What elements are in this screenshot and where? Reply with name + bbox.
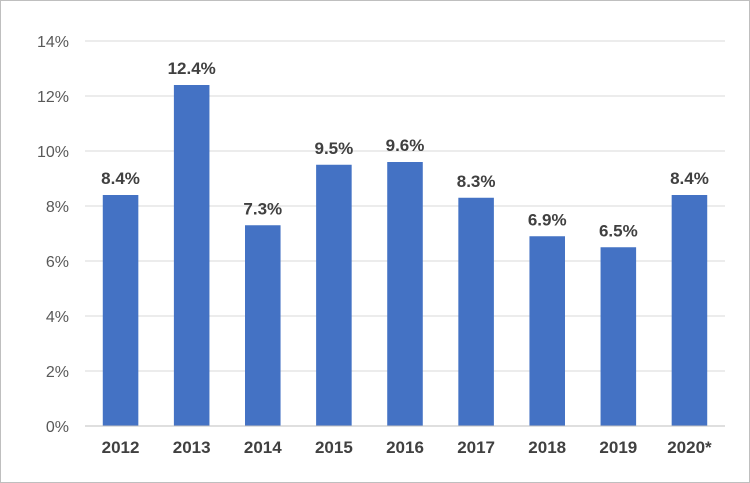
x-tick-label: 2012 bbox=[102, 438, 140, 457]
x-axis-ticks: 2012 2013 2014 2015 2016 2017 2018 2019 2020* bbox=[102, 438, 712, 457]
x-tick-label: 2018 bbox=[528, 438, 566, 457]
y-tick-label: 12% bbox=[37, 89, 69, 106]
bar bbox=[671, 195, 708, 426]
data-label: 8.3% bbox=[457, 172, 496, 191]
data-label: 12.4% bbox=[168, 59, 216, 78]
bar bbox=[529, 236, 565, 426]
y-tick-label: 8% bbox=[46, 199, 69, 216]
bar bbox=[173, 85, 210, 426]
x-tick-label: 2016 bbox=[386, 438, 424, 457]
x-tick-label: 2014 bbox=[244, 438, 282, 457]
bar bbox=[600, 247, 637, 426]
bar bbox=[102, 195, 139, 426]
data-label: 8.4% bbox=[101, 169, 140, 188]
x-tick-label: 2013 bbox=[173, 438, 211, 457]
y-tick-label: 0% bbox=[46, 419, 69, 436]
data-label: 9.5% bbox=[315, 139, 354, 158]
bar bbox=[387, 162, 423, 426]
bar bbox=[316, 164, 352, 426]
x-tick-label: 2019 bbox=[599, 438, 637, 457]
y-tick-label: 10% bbox=[37, 144, 69, 161]
y-tick-label: 6% bbox=[46, 254, 69, 271]
x-tick-label: 2015 bbox=[315, 438, 353, 457]
bar bbox=[245, 225, 281, 426]
data-label: 8.4% bbox=[670, 169, 709, 188]
data-label: 9.6% bbox=[386, 136, 425, 155]
y-axis-ticks: 0% 2% 4% 6% 8% 10% 12% 14% bbox=[37, 34, 69, 436]
y-tick-label: 4% bbox=[46, 309, 69, 326]
y-tick-label: 14% bbox=[37, 34, 69, 51]
x-tick-label: 2020* bbox=[667, 438, 712, 457]
data-label: 6.5% bbox=[599, 221, 638, 240]
x-tick-label: 2017 bbox=[457, 438, 495, 457]
bar bbox=[458, 197, 494, 426]
data-labels: 8.4% 12.4% 7.3% 9.5% 9.6% 8.3% 6.9% 6.5% 8.4% bbox=[101, 59, 709, 240]
data-label: 6.9% bbox=[528, 210, 567, 229]
y-tick-label: 2% bbox=[46, 364, 69, 381]
bars bbox=[102, 85, 708, 426]
data-label: 7.3% bbox=[243, 199, 282, 218]
